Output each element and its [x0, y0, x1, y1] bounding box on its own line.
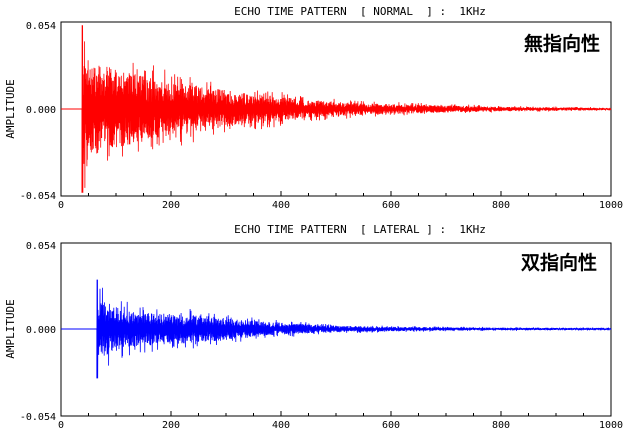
x-tick-label: 400: [272, 200, 290, 211]
x-tick-label: 200: [162, 420, 180, 431]
y-axis-label: AMPLITUDE: [4, 79, 17, 139]
y-tick-label: -0.054: [20, 191, 56, 202]
x-ticks: 0 200 400 600 800 1000: [58, 191, 623, 211]
chart-title: ECHO TIME PATTERN [ NORMAL ] : 1KHz: [234, 5, 486, 18]
y-tick-label: 0.054: [26, 21, 56, 32]
chart-title: ECHO TIME PATTERN [ LATERAL ] : 1KHz: [234, 223, 486, 236]
waveform-trace: [61, 25, 612, 193]
y-axis-label: AMPLITUDE: [4, 299, 17, 359]
x-ticks: 0 200 400 600 800 1000: [58, 411, 623, 431]
directivity-label: 無指向性: [524, 32, 600, 55]
x-tick-label: 200: [162, 200, 180, 211]
x-tick-label: 0: [58, 200, 64, 211]
x-tick-label: 600: [382, 200, 400, 211]
y-tick-label: 0.000: [26, 105, 56, 116]
x-tick-label: 600: [382, 420, 400, 431]
y-tick-label: -0.054: [20, 412, 56, 423]
x-tick-label: 1000: [599, 200, 623, 211]
panel-lateral: ECHO TIME PATTERN [ LATERAL ] : 1KHz 双指向…: [4, 223, 623, 431]
x-tick-label: 400: [272, 420, 290, 431]
panel-normal: ECHO TIME PATTERN [ NORMAL ] : 1KHz 無指向性…: [4, 5, 623, 211]
y-tick-label: 0.000: [26, 325, 56, 336]
x-tick-label: 800: [492, 200, 510, 211]
x-tick-label: 800: [492, 420, 510, 431]
waveform-trace: [61, 279, 612, 379]
y-tick-label: 0.054: [26, 241, 56, 252]
directivity-label: 双指向性: [521, 251, 597, 274]
x-tick-label: 1000: [599, 420, 623, 431]
x-tick-label: 0: [58, 420, 64, 431]
